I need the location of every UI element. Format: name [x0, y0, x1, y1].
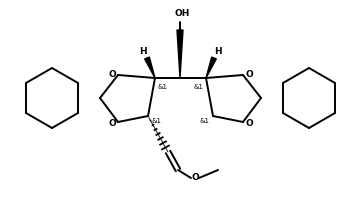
- Text: H: H: [139, 47, 147, 56]
- Text: H: H: [214, 47, 222, 56]
- Polygon shape: [177, 30, 183, 78]
- Polygon shape: [145, 57, 155, 78]
- Text: &1: &1: [193, 84, 203, 90]
- Text: O: O: [108, 70, 116, 78]
- Text: &1: &1: [158, 84, 168, 90]
- Text: O: O: [108, 119, 116, 127]
- Text: &1: &1: [151, 118, 161, 124]
- Polygon shape: [206, 57, 216, 78]
- Text: O: O: [245, 70, 253, 78]
- Text: OH: OH: [174, 9, 190, 18]
- Text: O: O: [191, 174, 199, 182]
- Text: &1: &1: [200, 118, 210, 124]
- Text: O: O: [245, 119, 253, 127]
